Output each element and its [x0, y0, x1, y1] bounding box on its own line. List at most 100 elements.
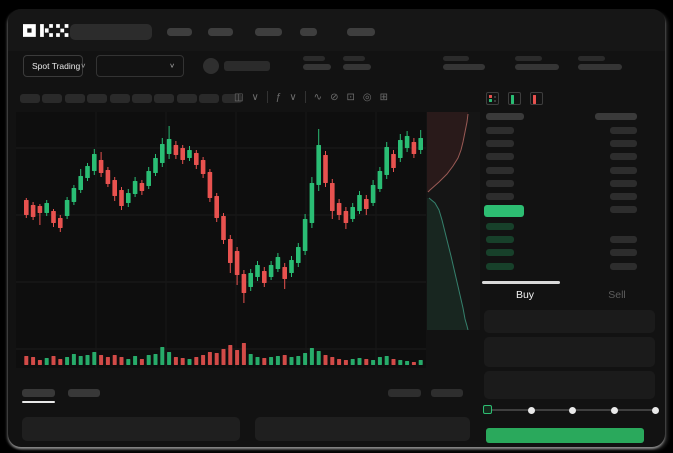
interval-button-placeholder[interactable]	[199, 94, 220, 103]
order-total-field[interactable]	[484, 371, 655, 399]
candle-type-icon[interactable]: ◫	[234, 91, 244, 103]
bottom-action-placeholder[interactable]	[388, 389, 421, 397]
ask-amount-placeholder	[610, 140, 637, 148]
orderbook-header-left	[486, 113, 524, 120]
slider-stop-dot[interactable]	[569, 406, 576, 414]
bottom-tab-placeholder[interactable]	[22, 389, 55, 397]
ask-price-placeholder[interactable]	[486, 179, 514, 187]
coin-icon	[203, 58, 219, 74]
tab-sell[interactable]: Sell	[608, 289, 626, 301]
interval-button-placeholder[interactable]	[20, 94, 40, 103]
bid-price-placeholder[interactable]	[486, 249, 514, 257]
candle	[180, 148, 185, 160]
candle	[357, 195, 362, 211]
slider-stop-dot[interactable]	[652, 406, 659, 414]
candle	[146, 171, 151, 186]
nav-item-placeholder[interactable]	[208, 28, 233, 36]
bid-amount-placeholder	[610, 262, 637, 270]
interval-button-placeholder[interactable]	[176, 94, 197, 103]
nav-item-placeholder[interactable]	[167, 28, 192, 36]
line-tools-icon[interactable]: ∿	[313, 91, 323, 103]
ask-amount-placeholder	[610, 206, 637, 214]
bid-price-placeholder[interactable]	[486, 223, 514, 230]
interval-button-placeholder[interactable]	[87, 94, 108, 103]
ask-price-placeholder[interactable]	[486, 193, 514, 200]
buy-submit-button[interactable]	[486, 428, 644, 443]
ask-amount-placeholder	[610, 179, 637, 187]
candle	[336, 203, 342, 215]
snapshot-icon[interactable]: ⊡	[346, 91, 355, 103]
candle	[370, 185, 376, 203]
bid-price-placeholder[interactable]	[486, 236, 514, 244]
slider-stop-dot[interactable]	[527, 406, 535, 414]
global-search-input[interactable]	[70, 24, 152, 40]
trade-panel: Buy Sell	[478, 279, 665, 447]
ticker-stat-label-placeholder	[578, 56, 605, 61]
toolbar-divider	[304, 91, 306, 103]
book-asks-icon[interactable]	[530, 92, 543, 105]
interval-button-placeholder[interactable]	[109, 94, 130, 103]
candle	[214, 196, 219, 218]
ticker-stat-label-placeholder	[443, 56, 469, 61]
bottom-action-placeholder[interactable]	[431, 389, 463, 397]
ask-price-placeholder[interactable]	[486, 140, 514, 148]
eraser-icon[interactable]: ⊘	[330, 91, 339, 103]
candle	[398, 140, 403, 158]
interval-button-placeholder[interactable]	[64, 94, 85, 103]
market-type-dropdown[interactable]: Spot Trading ∨	[23, 55, 86, 77]
bid-amount-placeholder	[610, 249, 637, 257]
candle	[64, 200, 70, 216]
ask-price-placeholder[interactable]	[486, 153, 514, 161]
bottom-tab-placeholder[interactable]	[68, 389, 100, 397]
pair-selector-dropdown[interactable]: ∨	[96, 55, 184, 77]
bid-price-placeholder[interactable]	[486, 262, 514, 270]
candle	[330, 183, 335, 211]
chevron-down-icon: ∨	[169, 62, 175, 70]
ask-price-placeholder[interactable]	[486, 166, 514, 174]
amount-slider[interactable]	[483, 403, 659, 417]
ticker-stat-label-placeholder	[343, 56, 365, 61]
chevron-down-icon[interactable]: ∨	[289, 91, 297, 103]
candle	[30, 205, 36, 217]
candle	[377, 171, 383, 189]
interval-button-placeholder[interactable]	[132, 94, 152, 103]
book-bids-icon[interactable]	[508, 92, 521, 105]
ask-amount-placeholder	[610, 193, 637, 200]
fullscreen-icon[interactable]: ⊞	[379, 91, 388, 103]
candle	[78, 176, 83, 190]
interval-button-placeholder[interactable]	[221, 94, 242, 103]
candle	[92, 154, 97, 171]
candlestick-chart[interactable]	[16, 112, 426, 368]
interval-button-placeholder[interactable]	[42, 94, 63, 103]
candle	[37, 206, 43, 213]
order-price-field[interactable]	[484, 310, 655, 333]
bid-amount-placeholder	[610, 236, 637, 244]
settings-icon[interactable]: ◎	[362, 91, 372, 103]
slider-stop-dot[interactable]	[610, 406, 618, 414]
candle	[255, 265, 260, 277]
chevron-down-icon[interactable]: ∨	[251, 91, 259, 103]
depth-profile-chart[interactable]	[427, 112, 480, 330]
nav-item-placeholder[interactable]	[255, 28, 282, 36]
interval-button-placeholder[interactable]	[154, 94, 175, 103]
book-combined-icon[interactable]	[486, 92, 499, 105]
candle	[248, 273, 253, 287]
market-bar: Spot Trading ∨ ∨	[8, 51, 665, 87]
ask-price-placeholder[interactable]	[486, 127, 514, 134]
toolbar-divider	[266, 91, 268, 103]
nav-item-placeholder[interactable]	[347, 28, 375, 36]
ask-amount-placeholder	[610, 127, 637, 134]
order-amount-field[interactable]	[484, 337, 655, 367]
candle	[282, 267, 287, 279]
candle	[404, 136, 410, 148]
candle	[105, 170, 111, 184]
candle	[241, 274, 247, 293]
last-price-highlight[interactable]	[484, 205, 524, 217]
nav-item-placeholder[interactable]	[300, 28, 317, 36]
candle	[323, 155, 328, 183]
orders-table-placeholder	[22, 417, 240, 441]
tab-buy[interactable]: Buy	[515, 289, 535, 301]
slider-handle[interactable]	[483, 405, 492, 414]
candle	[268, 265, 274, 277]
indicators-icon[interactable]: ƒ	[275, 91, 282, 103]
